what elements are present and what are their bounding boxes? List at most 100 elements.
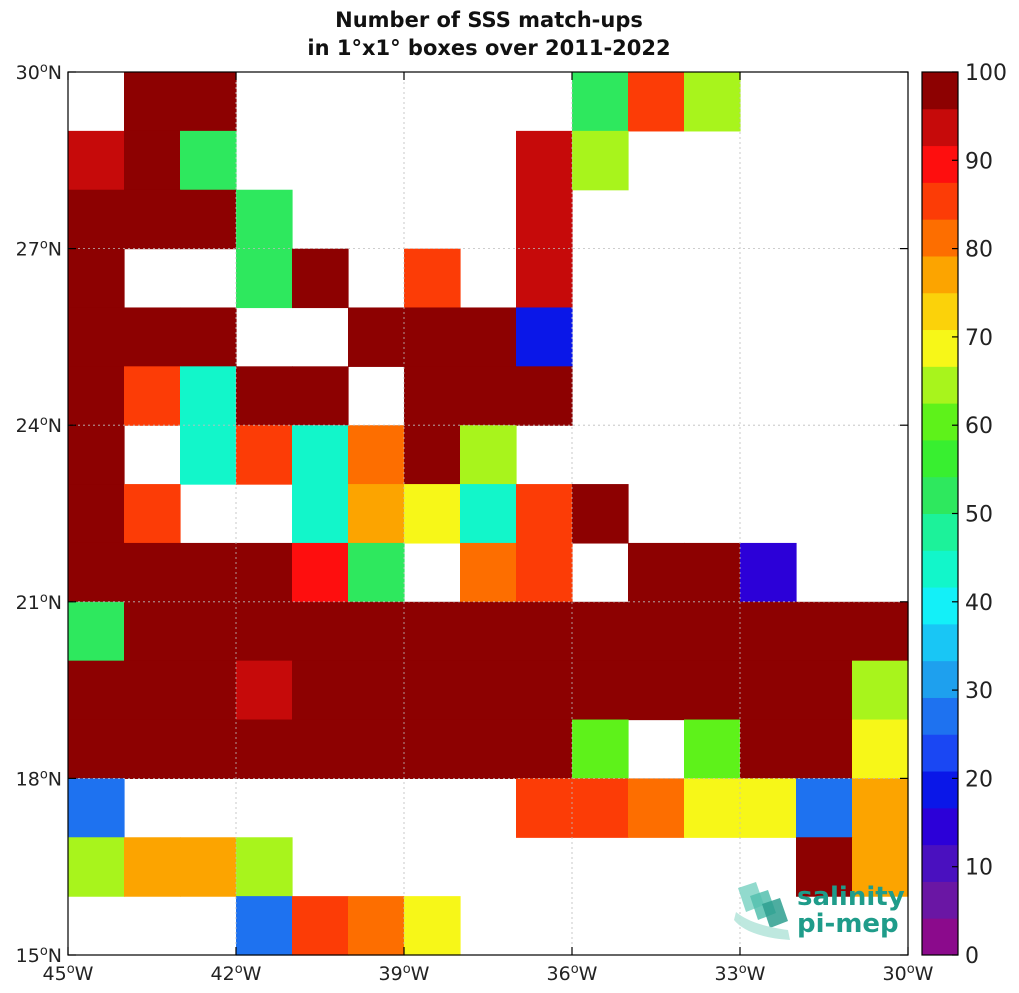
heatmap-cell bbox=[348, 307, 405, 367]
heatmap-cell bbox=[684, 778, 741, 838]
heatmap-cell bbox=[628, 72, 685, 132]
heatmap-cell bbox=[516, 601, 573, 662]
heatmap-cell bbox=[292, 248, 349, 309]
heatmap-cell bbox=[124, 542, 181, 603]
heatmap-cell bbox=[292, 660, 349, 721]
heatmap-cell bbox=[460, 366, 517, 426]
heatmap-cell bbox=[124, 307, 181, 367]
colorbar-segment bbox=[922, 623, 958, 662]
heatmap-cell bbox=[124, 660, 181, 721]
heatmap-cell bbox=[740, 778, 797, 838]
heatmap-cell bbox=[684, 72, 741, 132]
heatmap-cell bbox=[796, 778, 853, 838]
colorbar-segment bbox=[922, 660, 958, 698]
salinity-pi-mep-logo: salinity pi-mep bbox=[734, 882, 905, 940]
heatmap-cell bbox=[684, 719, 741, 779]
heatmap-cell bbox=[68, 484, 125, 544]
heatmap-cell bbox=[516, 189, 573, 250]
plot-frame bbox=[67, 71, 909, 956]
heatmap-cell bbox=[236, 248, 293, 309]
colorbar-segment bbox=[922, 403, 958, 441]
heatmap-cell bbox=[460, 542, 517, 603]
colorbar-segment bbox=[922, 292, 958, 331]
heatmap-cell bbox=[68, 307, 125, 367]
colorbar-tick-label: 10 bbox=[965, 856, 993, 881]
heatmap-cell bbox=[460, 601, 517, 662]
heatmap-cell bbox=[180, 72, 237, 132]
heatmap-cell bbox=[460, 719, 517, 779]
heatmap-cell bbox=[516, 484, 573, 544]
colorbar-segment bbox=[922, 182, 958, 220]
heatmap-cell bbox=[236, 425, 293, 485]
heatmap-cell bbox=[572, 72, 629, 132]
heatmap-cell bbox=[348, 896, 405, 956]
logo-text-line-2: pi-mep bbox=[797, 909, 899, 939]
heatmap-cell bbox=[124, 189, 181, 250]
heatmap-cell bbox=[124, 837, 181, 897]
heatmap-cell bbox=[292, 484, 349, 544]
chart-title-line-1: Number of SSS match-ups bbox=[335, 8, 643, 32]
heatmap-cell bbox=[236, 896, 293, 956]
colorbar-segment bbox=[922, 255, 958, 294]
heatmap-cell bbox=[348, 542, 405, 603]
heatmap-cell bbox=[404, 425, 461, 485]
colorbar-segment bbox=[922, 550, 958, 588]
y-tick-label: 27oN bbox=[16, 238, 62, 261]
heatmap-cell bbox=[68, 130, 125, 191]
heatmap-cell bbox=[740, 601, 797, 662]
heatmap-cell bbox=[628, 601, 685, 662]
colorbar-segment bbox=[922, 881, 958, 919]
heatmap-cells bbox=[68, 72, 909, 956]
colorbar-segment bbox=[922, 476, 958, 514]
heatmap-cell bbox=[292, 542, 349, 603]
heatmap-cell bbox=[516, 660, 573, 721]
heatmap-cell bbox=[572, 719, 629, 779]
colorbar-segment bbox=[922, 918, 958, 956]
heatmap-cell bbox=[348, 484, 405, 544]
colorbar-tick-label: 30 bbox=[965, 679, 993, 704]
heatmap-cell bbox=[404, 601, 461, 662]
x-axis-ticks: 45oW 42oW 39oW 36oW 33oW 30oW bbox=[43, 72, 934, 985]
colorbar-segment bbox=[922, 219, 958, 257]
heatmap-cell bbox=[180, 660, 237, 721]
heatmap-cell bbox=[348, 719, 405, 779]
heatmap-cell bbox=[236, 601, 293, 662]
colorbar-segment bbox=[922, 72, 958, 110]
y-tick-label: 30oN bbox=[16, 61, 62, 84]
heatmap-cell bbox=[180, 130, 237, 191]
logo-text-line-1: salinity bbox=[797, 882, 905, 912]
heatmap-cell bbox=[572, 778, 629, 838]
heatmap-cell bbox=[460, 660, 517, 721]
heatmap-cell bbox=[516, 542, 573, 603]
heatmap-cell bbox=[180, 719, 237, 779]
heatmap-cell bbox=[684, 660, 741, 721]
heatmap-cell bbox=[740, 542, 797, 603]
colorbar-tick-label: 20 bbox=[965, 767, 993, 792]
colorbar-tick-label: 60 bbox=[965, 414, 993, 439]
heatmap-cell bbox=[292, 719, 349, 779]
x-tick-label: 36oW bbox=[547, 962, 598, 985]
heatmap-cell bbox=[852, 778, 909, 838]
heatmap-cell bbox=[124, 72, 181, 132]
heatmap-cell bbox=[348, 425, 405, 485]
heatmap-cell bbox=[460, 425, 517, 485]
heatmap-cell bbox=[124, 366, 181, 426]
heatmap-cell bbox=[628, 660, 685, 721]
heatmap-cell bbox=[404, 719, 461, 779]
heatmap-cell bbox=[180, 425, 237, 485]
heatmap-cell bbox=[124, 484, 181, 544]
heatmap-cell bbox=[460, 307, 517, 367]
heatmap-cell bbox=[180, 601, 237, 662]
colorbar-tick-label: 100 bbox=[965, 61, 1007, 86]
colorbar-segment bbox=[922, 734, 958, 772]
y-tick-label: 24oN bbox=[16, 414, 62, 437]
heatmap-cell bbox=[292, 896, 349, 956]
heatmap-cell bbox=[852, 660, 909, 721]
heatmap-cell bbox=[796, 601, 853, 662]
heatmap-cell bbox=[404, 307, 461, 367]
heatmap-cell bbox=[236, 366, 293, 426]
heatmap-cell bbox=[124, 130, 181, 191]
heatmap-cell bbox=[292, 366, 349, 426]
colorbar-tick-label: 0 bbox=[965, 944, 979, 969]
